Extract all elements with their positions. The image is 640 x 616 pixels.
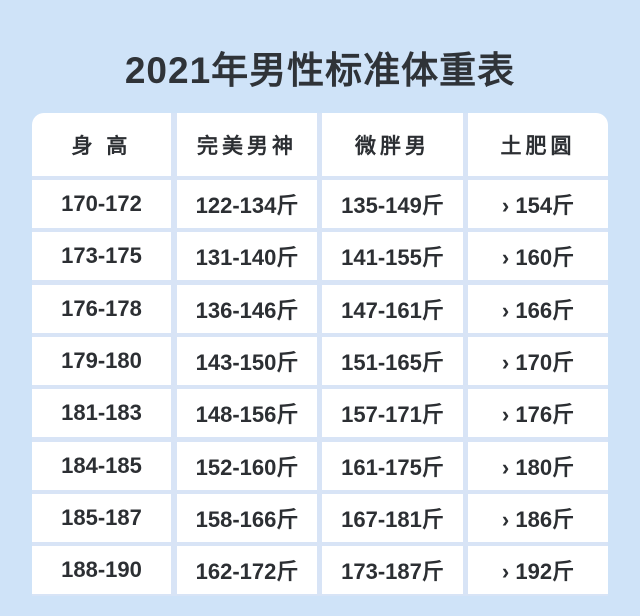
height-cell: 181-183 [32,389,171,438]
height-cell: 188-190 [32,546,171,595]
header-perfect: 完美男神 [177,113,317,176]
overweight-cell: › 192斤 [468,546,608,595]
overweight-cell: › 176斤 [468,389,608,438]
height-cell: 184-185 [32,441,171,490]
perfect-cell: 143-150斤 [177,336,317,385]
height-cell: 179-180 [32,336,171,385]
header-height: 身 高 [32,113,171,176]
perfect-cell: 148-156斤 [177,389,317,438]
page-title: 2021年男性标准体重表 [124,50,516,91]
height-cell: 173-175 [32,232,171,281]
overweight-cell: › 180斤 [468,441,608,490]
chubby-cell: 151-165斤 [322,336,463,385]
chubby-cell: 161-175斤 [322,441,463,490]
weight-table: 身 高完美男神 微胖男 土肥圆 170-172 122-134斤 135-149斤 › 15… [32,113,608,596]
perfect-cell: 152-160斤 [177,441,317,490]
overweight-cell: › 160斤 [468,232,608,281]
overweight-cell: › 170斤 [468,336,608,385]
perfect-cell: 131-140斤 [177,232,317,281]
overweight-cell: › 186斤 [468,493,608,542]
perfect-cell: 162-172斤 [177,546,317,595]
overweight-cell: › 154斤 [468,180,608,228]
height-cell: 176-178 [32,284,171,333]
overweight-cell: › 166斤 [468,284,608,333]
perfect-cell: 122-134斤 [177,180,317,228]
header-chubby: 微胖男 [322,113,463,176]
header-overweight: 土肥圆 [468,113,608,176]
perfect-cell: 158-166斤 [177,493,317,542]
chubby-cell: 173-187斤 [322,546,463,595]
chubby-cell: 147-161斤 [322,284,463,333]
chubby-cell: 135-149斤 [322,180,463,228]
chubby-cell: 157-171斤 [322,389,463,438]
height-cell: 185-187 [32,493,171,542]
chubby-cell: 167-181斤 [322,493,463,542]
height-cell: 170-172 [32,180,171,228]
perfect-cell: 136-146斤 [177,284,317,333]
chubby-cell: 141-155斤 [322,232,463,281]
